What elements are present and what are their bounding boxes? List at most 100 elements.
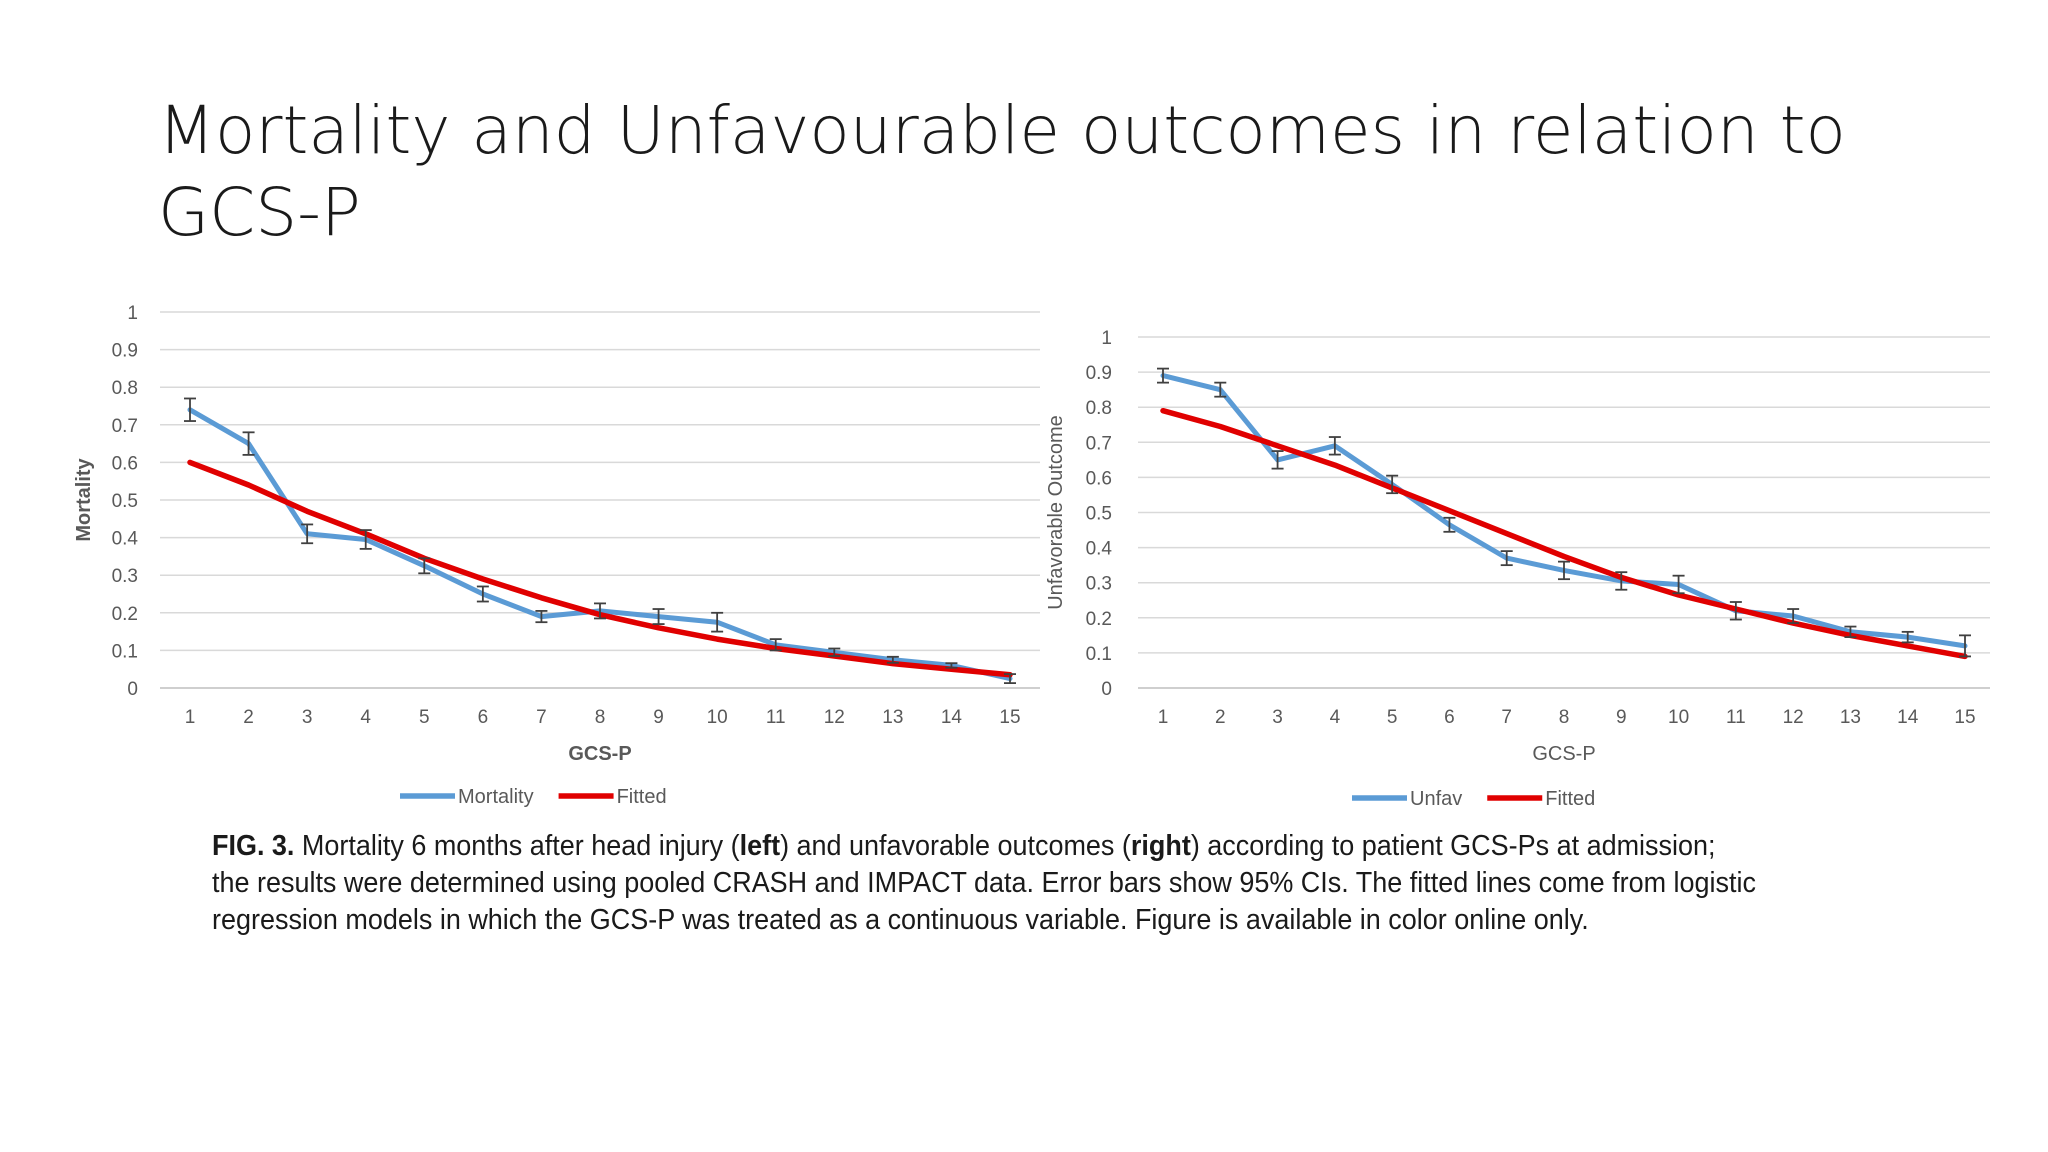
error-bar <box>1004 673 1016 685</box>
error-bar <box>1500 550 1513 567</box>
y-tick-label: 0.1 <box>1086 644 1112 665</box>
x-axis-title: GCS-P <box>568 743 631 765</box>
x-tick-label: 6 <box>478 707 489 728</box>
x-tick-label: 8 <box>595 707 606 728</box>
mortality-chart: 00.10.20.30.40.50.60.70.80.911 2 3 4 5 6 7 8 9 10… <box>73 303 1040 808</box>
x-tick-label: 1 <box>185 707 196 728</box>
error-bar <box>1271 450 1284 470</box>
legend-label: Fitted <box>617 786 667 808</box>
caption-line-3: regression models in which the GCS-P was… <box>212 904 1589 936</box>
x-tick-label: 2 <box>1215 707 1226 728</box>
caption-text-1a: Mortality 6 months after head injury ( <box>294 830 740 862</box>
error-bar <box>184 397 196 422</box>
y-tick-label: 0.6 <box>1086 468 1112 489</box>
y-tick-label: 0.7 <box>1086 433 1112 454</box>
y-tick-label: 0.3 <box>112 566 138 587</box>
x-tick-label: 9 <box>1616 707 1627 728</box>
error-bar <box>1443 516 1456 533</box>
x-tick-label: 4 <box>360 707 371 728</box>
y-axis-title: Unfavorable Outcome <box>1045 415 1067 610</box>
x-tick-label: 6 <box>1444 707 1455 728</box>
x-tick-label: 5 <box>419 707 430 728</box>
x-tick-label: 1 <box>1158 707 1169 728</box>
x-tick-label: 8 <box>1559 707 1570 728</box>
slide-title-line-2: GCS-P <box>158 174 361 251</box>
x-tick-label: 7 <box>1501 707 1512 728</box>
error-bar <box>769 638 782 652</box>
error-bar <box>652 608 665 625</box>
figure-caption: FIG. 3. Mortality 6 months after head in… <box>212 828 1793 939</box>
observed-series-line <box>1160 373 1968 649</box>
error-bar <box>594 602 606 620</box>
error-bar <box>1386 474 1399 495</box>
error-bar <box>418 557 431 575</box>
legend-label: Mortality <box>458 786 534 808</box>
error-bar <box>301 523 314 545</box>
error-bar <box>945 662 958 669</box>
y-tick-label: 0.4 <box>112 529 139 550</box>
slide-title-line-1: Mortality and Unfavourable outcomes in r… <box>158 92 1846 169</box>
error-bar <box>242 431 255 456</box>
caption-left-word: left <box>739 830 781 862</box>
error-bar <box>1328 436 1341 456</box>
x-tick-label: 11 <box>1726 707 1746 728</box>
caption-line-1: FIG. 3. Mortality 6 months after head in… <box>212 828 1793 865</box>
x-tick-label: 10 <box>707 707 728 728</box>
x-tick-label: 3 <box>302 707 313 728</box>
caption-fig-label: FIG. 3. <box>212 830 295 862</box>
x-tick-label: 13 <box>882 707 903 728</box>
unfavorable-outcome-chart: 00.10.20.30.40.50.60.70.80.911 2 3 4 5 6 7 8 9 10… <box>1045 328 1990 810</box>
x-tick-label: 2 <box>243 707 254 728</box>
y-tick-label: 0 <box>1101 679 1112 700</box>
error-bar <box>1959 634 1971 658</box>
x-tick-label: 9 <box>653 707 664 728</box>
y-tick-label: 0.9 <box>1086 363 1112 384</box>
x-axis-title: GCS-P <box>1532 743 1595 765</box>
error-bar <box>535 610 548 624</box>
x-tick-label: 12 <box>824 707 845 728</box>
error-bar <box>476 585 489 603</box>
error-bar <box>1615 571 1628 591</box>
error-bar <box>1214 381 1227 398</box>
error-bar <box>828 647 841 657</box>
y-tick-label: 1 <box>1101 328 1112 349</box>
x-tick-label: 10 <box>1668 707 1689 728</box>
error-bar <box>1844 625 1857 639</box>
y-tick-label: 1 <box>127 303 138 324</box>
error-bar <box>711 611 724 633</box>
error-bar <box>1157 367 1169 384</box>
error-bar <box>1558 560 1570 581</box>
x-tick-label: 5 <box>1387 707 1398 728</box>
y-tick-label: 0.3 <box>1086 574 1112 595</box>
y-tick-label: 0.7 <box>112 416 138 437</box>
error-bar <box>1901 630 1914 644</box>
x-tick-label: 15 <box>1954 707 1975 728</box>
caption-line-2: the results were determined using pooled… <box>212 867 1756 899</box>
x-tick-label: 12 <box>1783 707 1804 728</box>
x-tick-label: 14 <box>941 707 963 728</box>
y-tick-label: 0.2 <box>112 604 138 625</box>
y-axis-title: Mortality <box>73 457 95 541</box>
x-tick-label: 3 <box>1272 707 1283 728</box>
caption-text-1e: ) according to patient GCS-Ps at admissi… <box>1190 830 1716 862</box>
x-tick-label: 4 <box>1330 707 1341 728</box>
caption-text-1c: ) and unfavorable outcomes ( <box>780 830 1131 862</box>
y-tick-label: 0.6 <box>112 453 138 474</box>
x-tick-label: 13 <box>1840 707 1861 728</box>
x-tick-label: 14 <box>1897 707 1919 728</box>
legend-label: Fitted <box>1545 788 1595 810</box>
fitted-series-line <box>1160 407 1968 660</box>
caption-right-word: right <box>1130 830 1191 862</box>
y-tick-label: 0.5 <box>112 491 138 512</box>
error-bar <box>886 655 899 664</box>
legend-label: Unfav <box>1410 788 1462 810</box>
y-tick-label: 0.9 <box>112 341 138 362</box>
x-tick-label: 7 <box>536 707 547 728</box>
y-tick-label: 0.8 <box>112 378 138 399</box>
x-tick-label: 11 <box>766 707 786 728</box>
slide-title: Mortality and Unfavourable outcomes in r… <box>158 90 1958 254</box>
y-tick-label: 0.5 <box>1086 504 1112 525</box>
x-tick-label: 15 <box>999 707 1020 728</box>
y-tick-label: 0.2 <box>1086 609 1112 630</box>
y-tick-label: 0.1 <box>112 641 138 662</box>
